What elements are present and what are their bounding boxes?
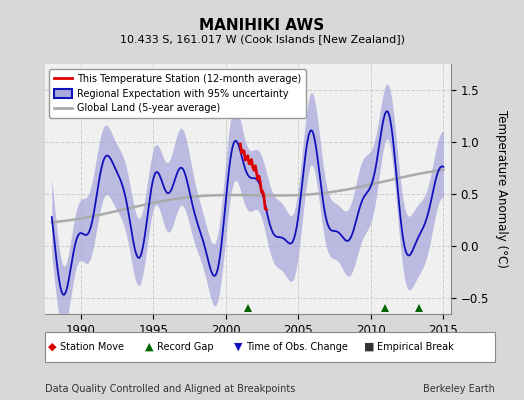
Y-axis label: Temperature Anomaly (°C): Temperature Anomaly (°C)	[495, 110, 508, 268]
Text: Berkeley Earth: Berkeley Earth	[423, 384, 495, 394]
Text: ◆: ◆	[48, 342, 57, 352]
Text: Empirical Break: Empirical Break	[377, 342, 454, 352]
Text: ▼: ▼	[234, 342, 243, 352]
Text: Data Quality Controlled and Aligned at Breakpoints: Data Quality Controlled and Aligned at B…	[45, 384, 295, 394]
Text: ▲: ▲	[145, 342, 154, 352]
Legend: This Temperature Station (12-month average), Regional Expectation with 95% uncer: This Temperature Station (12-month avera…	[49, 69, 305, 118]
Text: Station Move: Station Move	[60, 342, 124, 352]
Text: 10.433 S, 161.017 W (Cook Islands [New Zealand]): 10.433 S, 161.017 W (Cook Islands [New Z…	[119, 34, 405, 44]
Text: MANIHIKI AWS: MANIHIKI AWS	[199, 18, 325, 33]
Text: Record Gap: Record Gap	[157, 342, 214, 352]
Text: ■: ■	[364, 342, 375, 352]
Text: Time of Obs. Change: Time of Obs. Change	[246, 342, 348, 352]
